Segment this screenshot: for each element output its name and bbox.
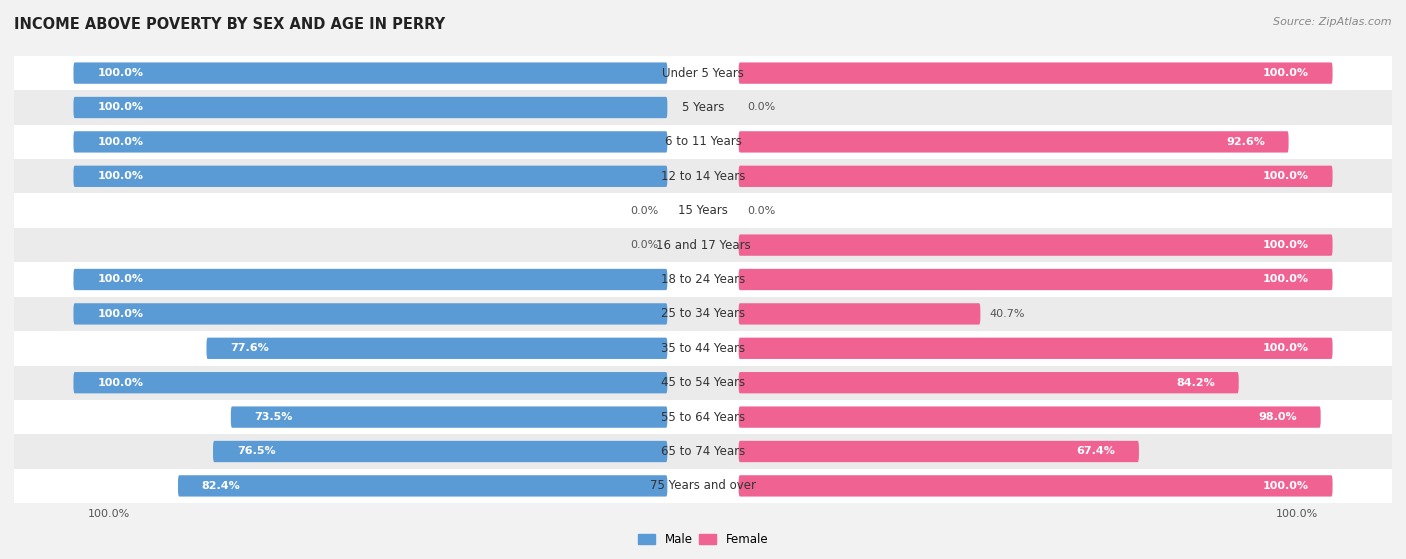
- Bar: [14, 468, 1392, 503]
- Text: 100.0%: 100.0%: [97, 102, 143, 112]
- Text: 12 to 14 Years: 12 to 14 Years: [661, 170, 745, 183]
- Bar: [14, 366, 1392, 400]
- Text: 100.0%: 100.0%: [1263, 343, 1309, 353]
- Text: 77.6%: 77.6%: [231, 343, 269, 353]
- Text: 0.0%: 0.0%: [630, 240, 658, 250]
- Text: Under 5 Years: Under 5 Years: [662, 67, 744, 79]
- FancyBboxPatch shape: [738, 63, 1333, 84]
- Bar: [14, 91, 1392, 125]
- Text: INCOME ABOVE POVERTY BY SEX AND AGE IN PERRY: INCOME ABOVE POVERTY BY SEX AND AGE IN P…: [14, 17, 446, 32]
- Text: 35 to 44 Years: 35 to 44 Years: [661, 342, 745, 355]
- FancyBboxPatch shape: [214, 441, 668, 462]
- Text: 100.0%: 100.0%: [1263, 274, 1309, 285]
- FancyBboxPatch shape: [73, 63, 668, 84]
- Text: 100.0%: 100.0%: [1263, 481, 1309, 491]
- Text: 67.4%: 67.4%: [1077, 447, 1115, 457]
- Text: 100.0%: 100.0%: [1263, 240, 1309, 250]
- FancyBboxPatch shape: [738, 338, 1333, 359]
- Text: 40.7%: 40.7%: [990, 309, 1025, 319]
- FancyBboxPatch shape: [738, 441, 1139, 462]
- Bar: [14, 159, 1392, 193]
- Text: 100.0%: 100.0%: [97, 137, 143, 147]
- Text: 45 to 54 Years: 45 to 54 Years: [661, 376, 745, 389]
- FancyBboxPatch shape: [179, 475, 668, 496]
- Bar: [14, 331, 1392, 366]
- Bar: [14, 56, 1392, 91]
- FancyBboxPatch shape: [73, 269, 668, 290]
- Bar: [14, 228, 1392, 262]
- Text: 73.5%: 73.5%: [254, 412, 292, 422]
- Text: 100.0%: 100.0%: [1263, 68, 1309, 78]
- Bar: [14, 400, 1392, 434]
- Text: 75 Years and over: 75 Years and over: [650, 480, 756, 492]
- Bar: [14, 262, 1392, 297]
- FancyBboxPatch shape: [738, 372, 1239, 394]
- FancyBboxPatch shape: [207, 338, 668, 359]
- Text: 55 to 64 Years: 55 to 64 Years: [661, 411, 745, 424]
- Legend: Male, Female: Male, Female: [633, 528, 773, 551]
- FancyBboxPatch shape: [231, 406, 668, 428]
- FancyBboxPatch shape: [738, 303, 980, 325]
- Text: 100.0%: 100.0%: [97, 68, 143, 78]
- FancyBboxPatch shape: [738, 131, 1288, 153]
- FancyBboxPatch shape: [738, 406, 1320, 428]
- FancyBboxPatch shape: [73, 165, 668, 187]
- Text: 0.0%: 0.0%: [748, 102, 776, 112]
- FancyBboxPatch shape: [73, 372, 668, 394]
- Bar: [14, 193, 1392, 228]
- Text: 100.0%: 100.0%: [97, 309, 143, 319]
- Text: 84.2%: 84.2%: [1177, 378, 1215, 388]
- Text: 16 and 17 Years: 16 and 17 Years: [655, 239, 751, 252]
- FancyBboxPatch shape: [738, 234, 1333, 256]
- Bar: [14, 125, 1392, 159]
- FancyBboxPatch shape: [738, 269, 1333, 290]
- FancyBboxPatch shape: [73, 131, 668, 153]
- Text: 100.0%: 100.0%: [1263, 171, 1309, 181]
- FancyBboxPatch shape: [73, 303, 668, 325]
- Text: 100.0%: 100.0%: [97, 378, 143, 388]
- Text: 76.5%: 76.5%: [236, 447, 276, 457]
- Text: 25 to 34 Years: 25 to 34 Years: [661, 307, 745, 320]
- Text: 65 to 74 Years: 65 to 74 Years: [661, 445, 745, 458]
- Bar: [14, 297, 1392, 331]
- Bar: [14, 434, 1392, 468]
- Text: 0.0%: 0.0%: [630, 206, 658, 216]
- Text: 100.0%: 100.0%: [97, 274, 143, 285]
- FancyBboxPatch shape: [738, 165, 1333, 187]
- Text: Source: ZipAtlas.com: Source: ZipAtlas.com: [1274, 17, 1392, 27]
- Text: 6 to 11 Years: 6 to 11 Years: [665, 135, 741, 148]
- Text: 100.0%: 100.0%: [97, 171, 143, 181]
- Text: 5 Years: 5 Years: [682, 101, 724, 114]
- Text: 15 Years: 15 Years: [678, 204, 728, 217]
- Text: 18 to 24 Years: 18 to 24 Years: [661, 273, 745, 286]
- Text: 98.0%: 98.0%: [1258, 412, 1296, 422]
- FancyBboxPatch shape: [738, 475, 1333, 496]
- Text: 0.0%: 0.0%: [748, 206, 776, 216]
- Text: 82.4%: 82.4%: [201, 481, 240, 491]
- FancyBboxPatch shape: [73, 97, 668, 118]
- Text: 92.6%: 92.6%: [1226, 137, 1265, 147]
